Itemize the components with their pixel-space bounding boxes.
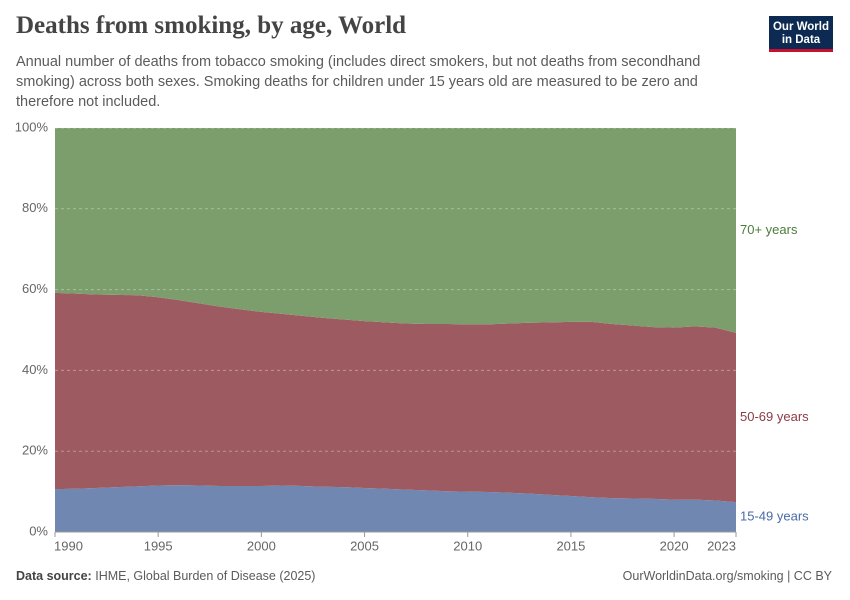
x-tick-label: 2015	[556, 538, 585, 553]
source: Data source: IHME, Global Burden of Dise…	[16, 569, 315, 583]
y-tick-label: 80%	[22, 200, 48, 215]
credit[interactable]: OurWorldinData.org/smoking | CC BY	[622, 569, 832, 583]
x-tick-label: 1995	[144, 538, 173, 553]
x-tick-label: 2005	[350, 538, 379, 553]
series-label: 15-49 years	[740, 508, 809, 523]
logo[interactable]: Our World in Data	[769, 16, 833, 52]
y-tick-label: 0%	[29, 523, 48, 538]
logo-line: in Data	[781, 33, 821, 46]
x-tick-label: 2000	[247, 538, 276, 553]
source-label: Data source:	[16, 569, 92, 583]
y-tick-label: 40%	[22, 362, 48, 377]
title: Deaths from smoking, by age, World	[16, 12, 407, 39]
series-label: 50-69 years	[740, 409, 809, 424]
area	[55, 128, 736, 333]
x-tick-label: 2023	[707, 538, 736, 553]
logo-line: Our World	[772, 21, 829, 33]
source-text: IHME, Global Burden of Disease (2025)	[95, 569, 316, 583]
x-tick-label: 2010	[453, 538, 482, 553]
subtitle: Annual number of deaths from tobacco smo…	[16, 54, 701, 110]
y-tick-label: 60%	[22, 281, 48, 296]
area	[55, 292, 736, 503]
series-label: 70+ years	[740, 222, 798, 237]
x-tick-label: 1990	[54, 538, 83, 553]
y-tick-label: 100%	[15, 119, 49, 134]
y-tick-label: 20%	[22, 443, 48, 458]
area	[55, 485, 736, 532]
x-tick-label: 2020	[660, 538, 689, 553]
